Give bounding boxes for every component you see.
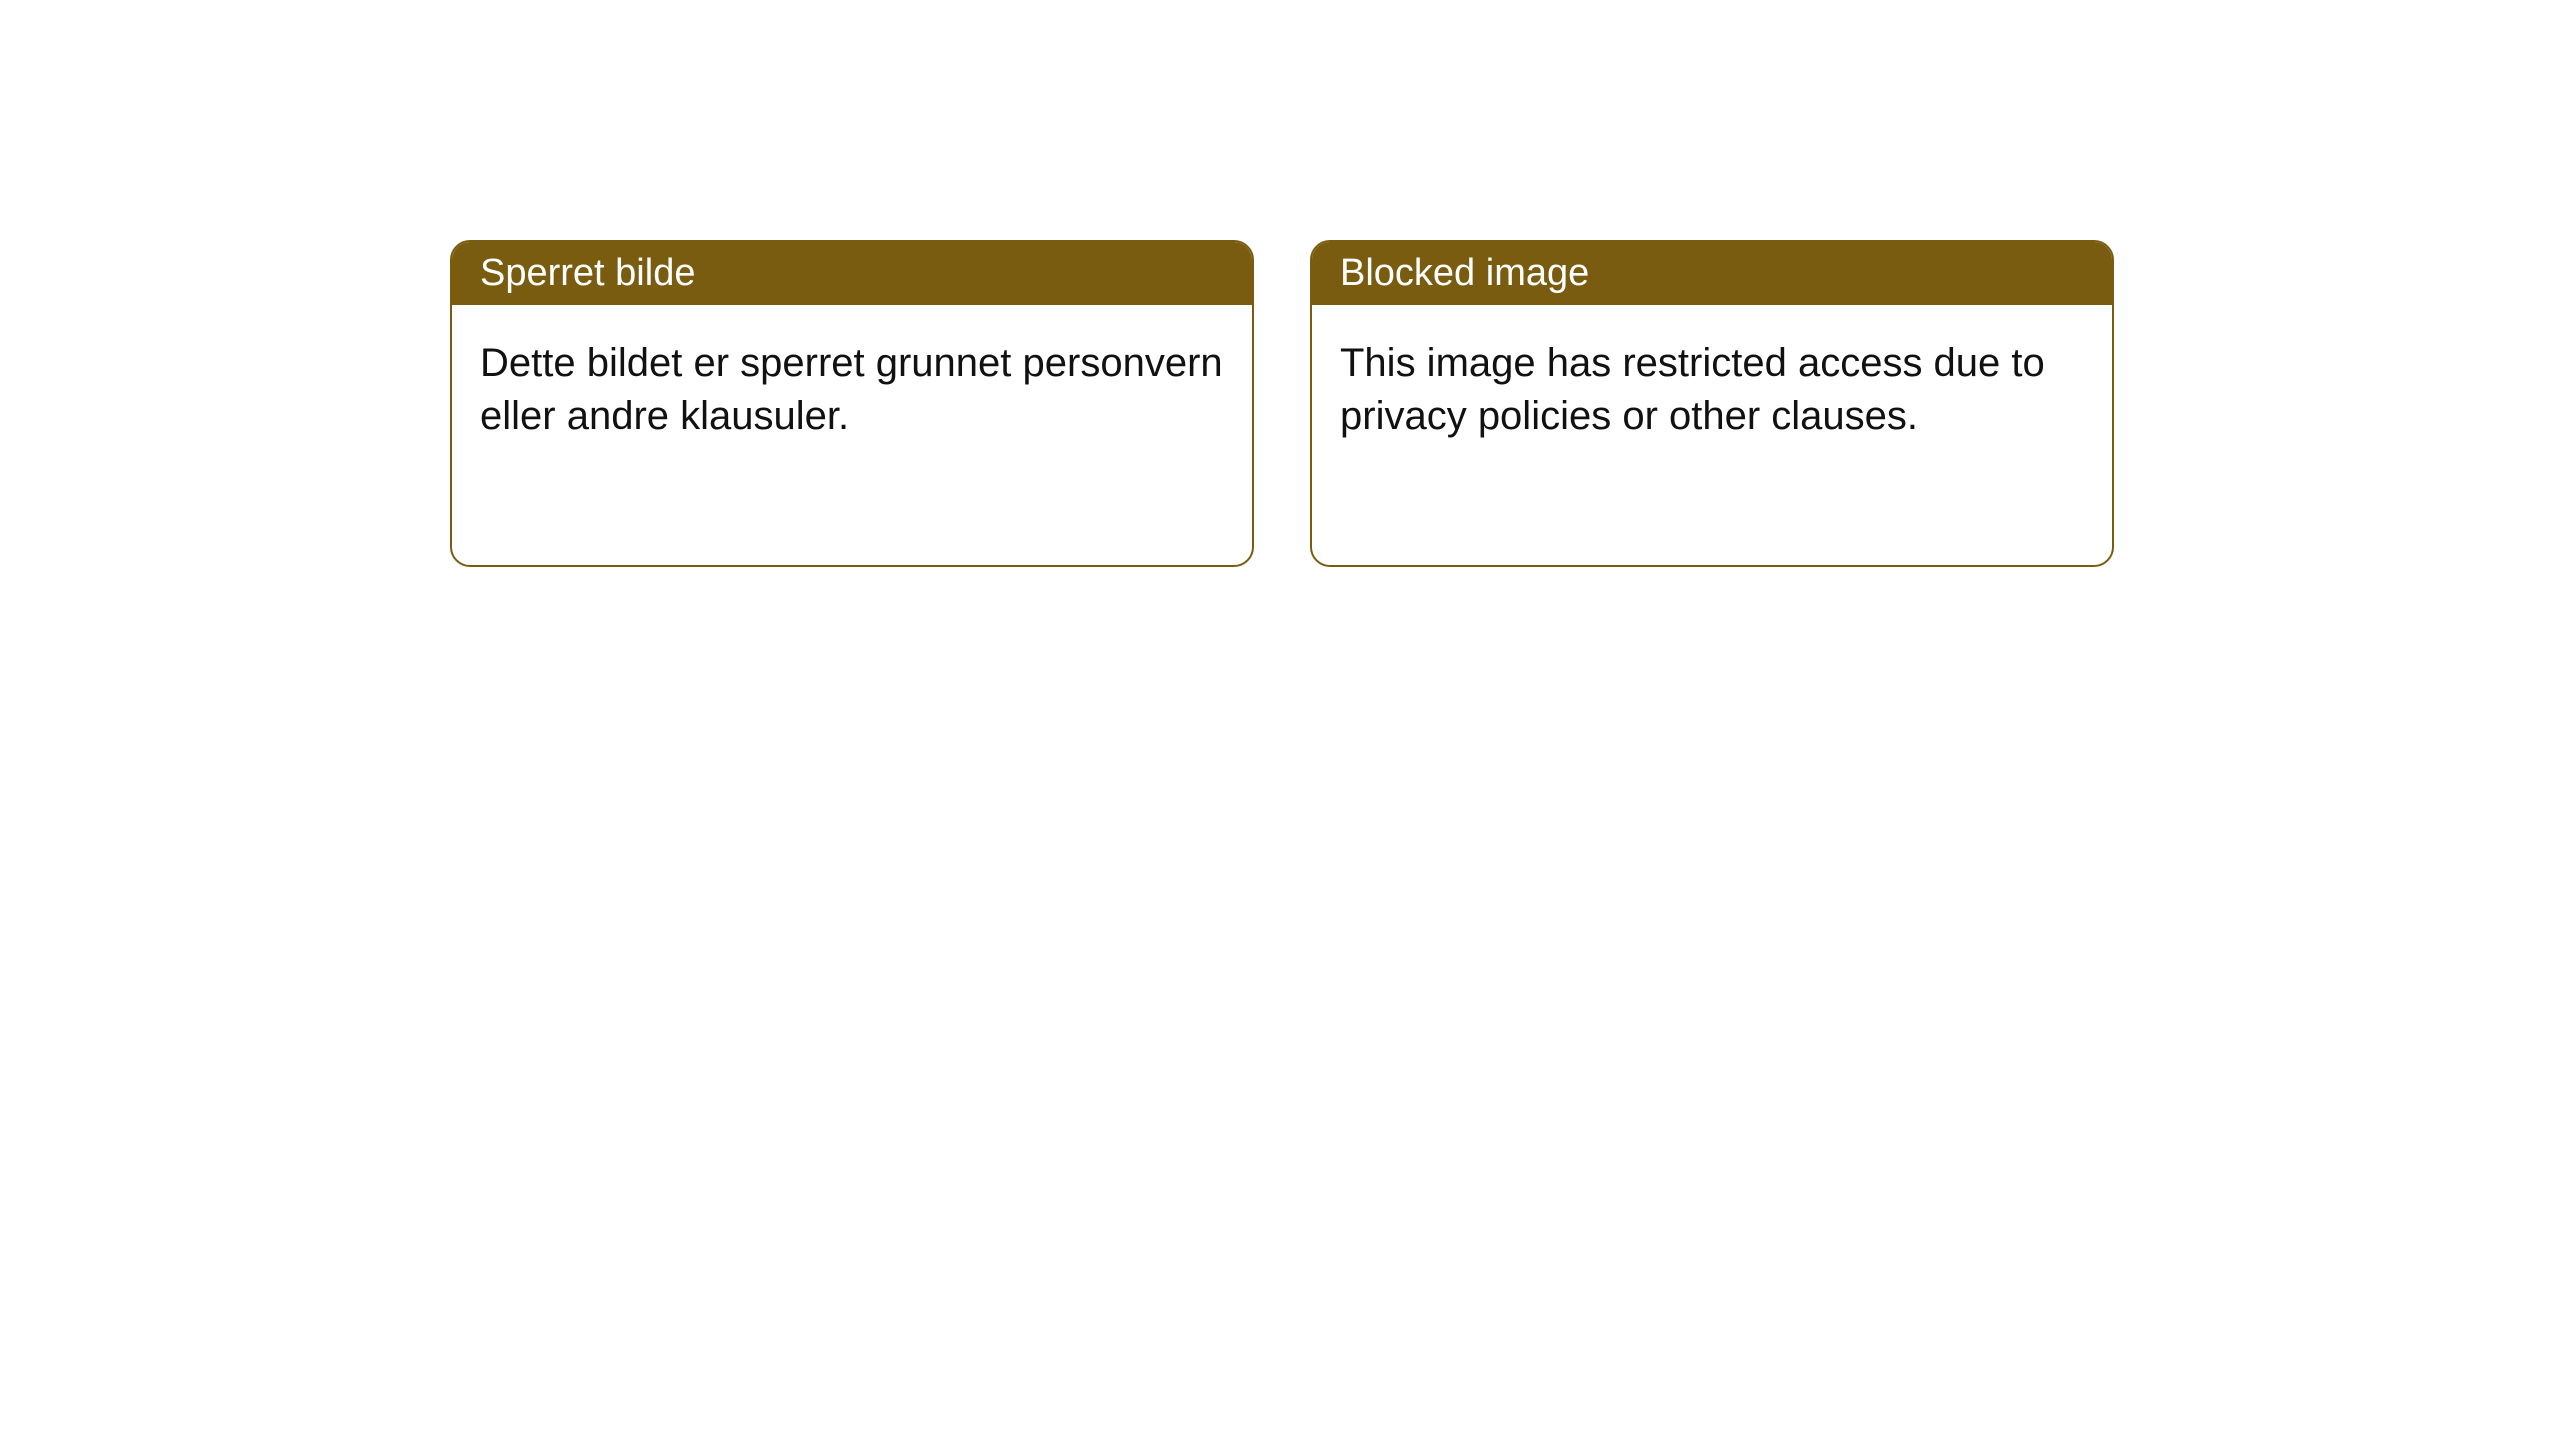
notice-card-norwegian: Sperret bilde Dette bildet er sperret gr…	[450, 240, 1254, 567]
notice-card-english: Blocked image This image has restricted …	[1310, 240, 2114, 567]
notice-container: Sperret bilde Dette bildet er sperret gr…	[0, 0, 2560, 567]
notice-header-norwegian: Sperret bilde	[452, 242, 1252, 305]
notice-title-english: Blocked image	[1340, 252, 1589, 294]
notice-text-norwegian: Dette bildet er sperret grunnet personve…	[480, 341, 1223, 438]
notice-title-norwegian: Sperret bilde	[480, 252, 695, 294]
notice-header-english: Blocked image	[1312, 242, 2112, 305]
notice-body-norwegian: Dette bildet er sperret grunnet personve…	[452, 305, 1252, 565]
notice-text-english: This image has restricted access due to …	[1340, 341, 2045, 438]
notice-body-english: This image has restricted access due to …	[1312, 305, 2112, 565]
